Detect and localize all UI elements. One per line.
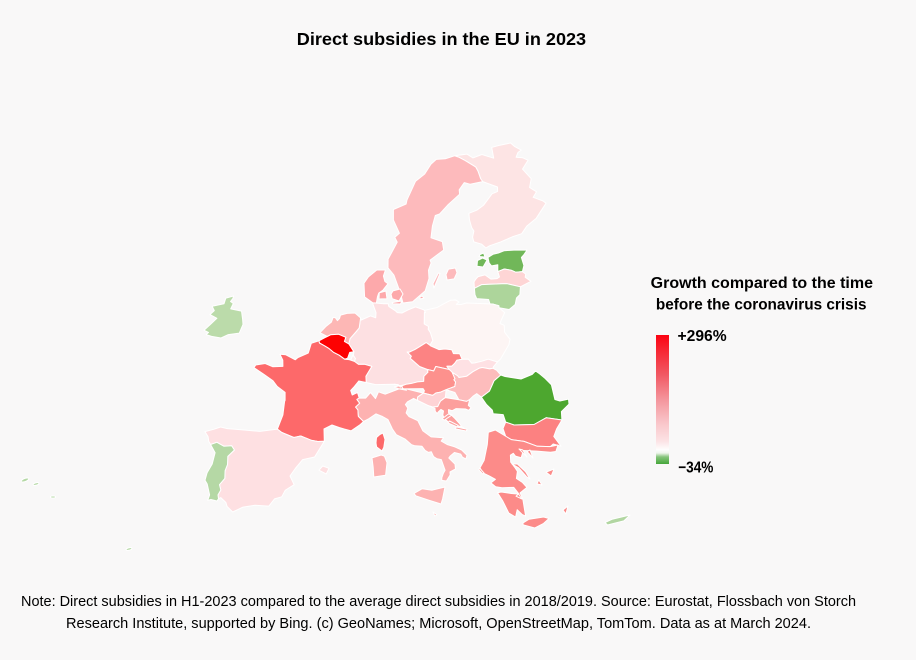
svg-text:before the coronavirus crisis: before the coronavirus crisis	[656, 296, 867, 313]
svg-text:−34%: −34%	[678, 459, 713, 476]
svg-text:+296%: +296%	[678, 328, 727, 345]
svg-text:Note: Direct subsidies in H1-2: Note: Direct subsidies in H1-2023 compar…	[21, 594, 856, 610]
svg-text:Growth compared to the time: Growth compared to the time	[651, 275, 874, 292]
svg-text:Direct subsidies in the EU in: Direct subsidies in the EU in 2023	[297, 29, 586, 49]
svg-text:Research Institute, supported: Research Institute, supported by Bing. (…	[66, 616, 811, 632]
